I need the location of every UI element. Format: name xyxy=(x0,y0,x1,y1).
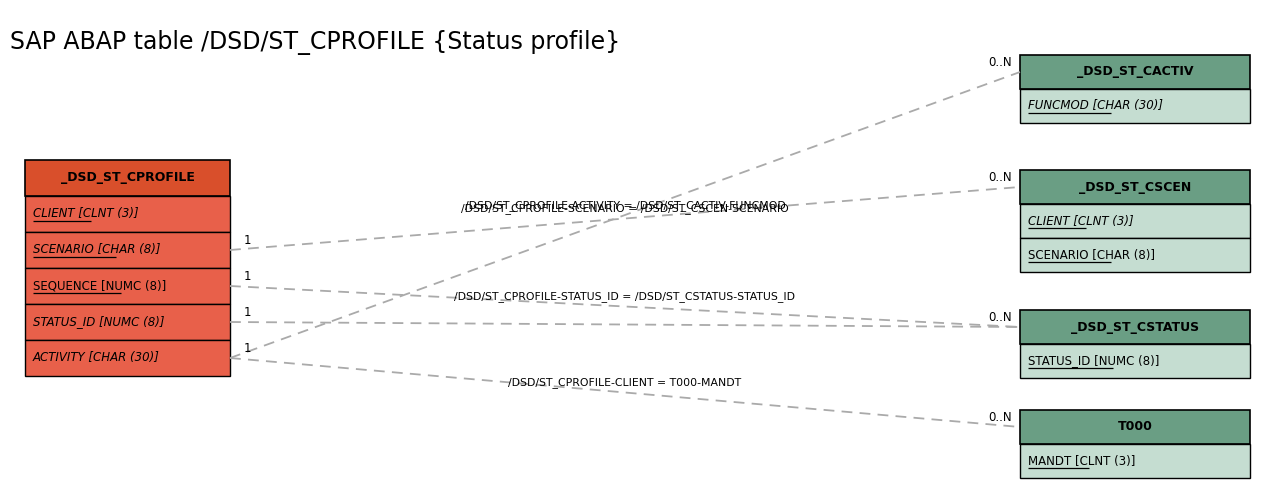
Bar xyxy=(1020,170,1250,204)
Text: FUNCMOD [CHAR (30)]: FUNCMOD [CHAR (30)] xyxy=(1029,99,1164,113)
Bar xyxy=(25,160,230,196)
Text: STATUS_ID [NUMC (8)]: STATUS_ID [NUMC (8)] xyxy=(33,315,164,328)
Bar xyxy=(25,268,230,304)
Bar xyxy=(25,196,230,232)
Text: _DSD_ST_CSCEN: _DSD_ST_CSCEN xyxy=(1080,181,1192,194)
Text: 1: 1 xyxy=(244,270,252,283)
Text: 1: 1 xyxy=(244,234,252,247)
Text: ACTIVITY [CHAR (30)]: ACTIVITY [CHAR (30)] xyxy=(33,352,160,365)
Text: 0..N: 0..N xyxy=(988,171,1012,184)
Text: SCENARIO [CHAR (8)]: SCENARIO [CHAR (8)] xyxy=(33,243,160,256)
Text: CLIENT [CLNT (3)]: CLIENT [CLNT (3)] xyxy=(33,208,139,221)
Bar xyxy=(1020,410,1250,444)
Text: /DSD/ST_CPROFILE-STATUS_ID = /DSD/ST_CSTATUS-STATUS_ID: /DSD/ST_CPROFILE-STATUS_ID = /DSD/ST_CST… xyxy=(454,292,796,302)
Bar xyxy=(25,340,230,376)
Text: CLIENT [CLNT (3)]: CLIENT [CLNT (3)] xyxy=(1029,214,1134,227)
Text: _DSD_ST_CACTIV: _DSD_ST_CACTIV xyxy=(1077,66,1193,79)
Bar xyxy=(25,304,230,340)
Text: _DSD_ST_CPROFILE: _DSD_ST_CPROFILE xyxy=(61,171,195,185)
Text: SEQUENCE [NUMC (8)]: SEQUENCE [NUMC (8)] xyxy=(33,280,167,293)
Bar xyxy=(1020,204,1250,238)
Text: 1: 1 xyxy=(244,306,252,319)
Text: 0..N: 0..N xyxy=(988,56,1012,69)
Text: MANDT [CLNT (3)]: MANDT [CLNT (3)] xyxy=(1029,455,1136,468)
Text: T000: T000 xyxy=(1118,421,1152,434)
Text: /DSD/ST_CPROFILE-ACTIVITY = /DSD/ST_CACTIV-FUNCMOD: /DSD/ST_CPROFILE-ACTIVITY = /DSD/ST_CACT… xyxy=(465,200,785,211)
Bar xyxy=(1020,55,1250,89)
Bar xyxy=(1020,344,1250,378)
Text: STATUS_ID [NUMC (8)]: STATUS_ID [NUMC (8)] xyxy=(1029,355,1160,368)
Text: SCENARIO [CHAR (8)]: SCENARIO [CHAR (8)] xyxy=(1029,248,1155,261)
Bar xyxy=(25,232,230,268)
Bar xyxy=(1020,444,1250,478)
Bar xyxy=(1020,310,1250,344)
Text: 1: 1 xyxy=(244,342,252,355)
Text: /DSD/ST_CPROFILE-SCENARIO = /DSD/ST_CSCEN-SCENARIO: /DSD/ST_CPROFILE-SCENARIO = /DSD/ST_CSCE… xyxy=(461,204,789,214)
Bar xyxy=(1020,238,1250,272)
Text: _DSD_ST_CSTATUS: _DSD_ST_CSTATUS xyxy=(1071,321,1199,333)
Text: /DSD/ST_CPROFILE-CLIENT = T000-MANDT: /DSD/ST_CPROFILE-CLIENT = T000-MANDT xyxy=(508,378,742,388)
Bar xyxy=(1020,89,1250,123)
Text: 0..N: 0..N xyxy=(988,411,1012,424)
Text: SAP ABAP table /DSD/ST_CPROFILE {Status profile}: SAP ABAP table /DSD/ST_CPROFILE {Status … xyxy=(10,30,620,55)
Text: 0..N: 0..N xyxy=(988,311,1012,324)
